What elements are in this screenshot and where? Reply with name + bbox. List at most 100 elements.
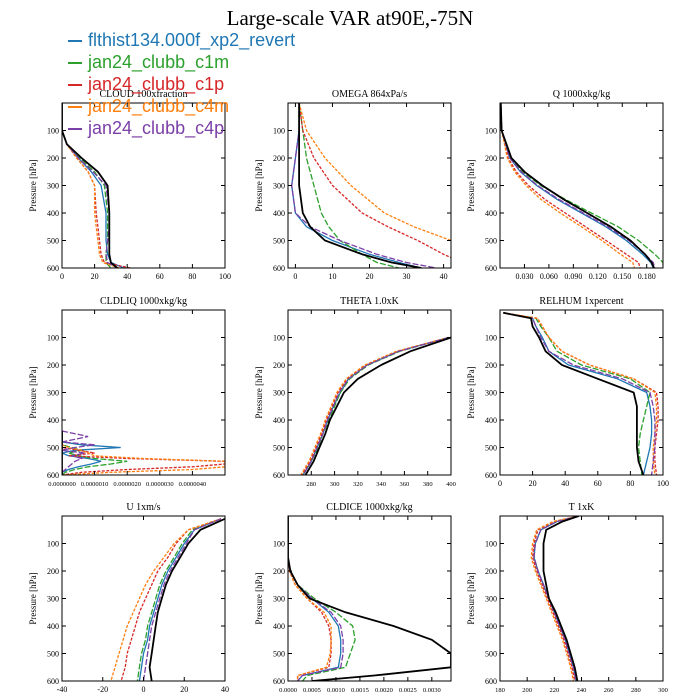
- series-line: [530, 516, 579, 681]
- x-tick-label: 40: [440, 272, 448, 281]
- series-line: [304, 336, 451, 475]
- x-tick-label: 0.0010: [327, 687, 345, 694]
- series-line: [288, 516, 451, 681]
- x-tick-label: 400: [446, 481, 456, 488]
- y-tick-label: 300: [273, 182, 285, 191]
- y-tick-label: 600: [485, 677, 497, 686]
- x-tick-label: 320: [353, 481, 363, 488]
- series-line: [298, 103, 451, 242]
- y-tick-label: 300: [273, 595, 285, 604]
- x-tick-label: -40: [57, 685, 68, 694]
- y-tick-label: 300: [273, 389, 285, 398]
- y-tick-label: 100: [47, 334, 59, 343]
- panel-frame: [287, 102, 452, 269]
- y-tick-label: 400: [485, 622, 497, 631]
- series-line: [291, 103, 437, 268]
- legend-item: jan24_clubb_c1p: [68, 73, 295, 95]
- x-tick-label: 0.0000010: [81, 481, 109, 488]
- legend-swatch: [68, 106, 82, 109]
- x-tick-label: 20: [529, 479, 537, 488]
- y-tick-label: 500: [47, 650, 59, 659]
- legend: flthist134.000f_xp2_revert jan24_clubb_c…: [68, 29, 295, 139]
- y-tick-label: 200: [273, 361, 285, 370]
- panel-title: Q 1000xkg/kg: [553, 89, 611, 100]
- x-tick-label: 0.0000: [279, 687, 297, 694]
- x-tick-label: 40: [123, 272, 131, 281]
- y-tick-label: 500: [485, 444, 497, 453]
- x-tick-label: 360: [400, 481, 410, 488]
- panel-title: THETA 1.0xK: [340, 296, 399, 307]
- legend-swatch: [68, 128, 82, 131]
- y-axis-label: Pressure [hPa]: [28, 366, 38, 418]
- y-tick-label: 400: [273, 209, 285, 218]
- y-tick-label: 200: [485, 361, 497, 370]
- y-tick-label: 100: [47, 127, 59, 136]
- x-tick-label: 0.0000000: [48, 481, 76, 488]
- legend-item: jan24_clubb_c1m: [68, 51, 295, 73]
- x-tick-label: 0.0030: [423, 687, 441, 694]
- series-line: [288, 516, 356, 681]
- panel-3: CLDLIQ 1000xkg/kg Pressure [hPa] 100 200 300…: [28, 296, 226, 488]
- y-tick-label: 100: [485, 334, 497, 343]
- x-tick-label: 40: [561, 479, 569, 488]
- x-tick-label: 0.0015: [351, 687, 369, 694]
- series-line: [500, 103, 654, 268]
- series-line: [298, 103, 451, 259]
- y-axis-label: Pressure [hPa]: [254, 159, 264, 211]
- series-line: [531, 516, 579, 681]
- y-tick-label: 300: [47, 182, 59, 191]
- panel-title: CLOUD 100xfraction: [99, 89, 187, 100]
- series-line: [120, 518, 222, 681]
- x-tick-label: 180: [495, 687, 505, 694]
- y-tick-label: 600: [273, 471, 285, 480]
- x-tick-label: 0: [293, 272, 297, 281]
- series-line: [500, 103, 641, 268]
- x-tick-label: 100: [219, 272, 231, 281]
- y-tick-label: 400: [47, 622, 59, 631]
- y-tick-label: 300: [47, 389, 59, 398]
- x-tick-label: 0.0005: [303, 687, 321, 694]
- series-line: [291, 103, 422, 268]
- y-tick-label: 200: [47, 154, 59, 163]
- series-line: [298, 103, 400, 268]
- y-axis-label: Pressure [hPa]: [254, 572, 264, 624]
- series-line: [288, 516, 332, 681]
- panel-frame: [499, 102, 664, 269]
- y-tick-label: 400: [485, 416, 497, 425]
- y-tick-label: 600: [485, 264, 497, 273]
- series-line: [148, 517, 225, 681]
- x-tick-label: 0.120: [589, 272, 607, 281]
- y-tick-label: 400: [485, 209, 497, 218]
- panel-title: OMEGA 864xPa/s: [332, 89, 407, 100]
- y-tick-label: 400: [47, 416, 59, 425]
- x-tick-label: 0.150: [613, 272, 631, 281]
- panel-title: CLDLIQ 1000xkg/kg: [100, 296, 187, 307]
- y-tick-label: 200: [273, 567, 285, 576]
- y-tick-label: 500: [485, 650, 497, 659]
- y-tick-label: 200: [47, 567, 59, 576]
- x-tick-label: 340: [376, 481, 386, 488]
- y-tick-label: 400: [47, 209, 59, 218]
- y-tick-label: 600: [273, 264, 285, 273]
- x-tick-label: 280: [306, 481, 316, 488]
- x-tick-label: 20: [91, 272, 99, 281]
- x-tick-label: 20: [366, 272, 374, 281]
- x-tick-label: 0.0020: [375, 687, 393, 694]
- x-tick-label: 0: [498, 479, 502, 488]
- x-tick-label: 0: [142, 685, 146, 694]
- y-tick-label: 100: [273, 334, 285, 343]
- series-line: [503, 312, 658, 475]
- x-tick-label: 0.180: [638, 272, 656, 281]
- x-tick-label: -20: [97, 685, 108, 694]
- panel-7: CLDICE 1000xkg/kg Pressure [hPa] 100 200 300…: [254, 502, 452, 694]
- series-line: [142, 518, 222, 681]
- panel-title: CLDICE 1000xkg/kg: [326, 502, 412, 513]
- series-line: [503, 312, 653, 475]
- x-tick-label: 260: [604, 687, 614, 694]
- series-line: [300, 336, 449, 475]
- series-line: [500, 103, 663, 268]
- y-tick-label: 300: [485, 595, 497, 604]
- x-tick-label: 80: [188, 272, 196, 281]
